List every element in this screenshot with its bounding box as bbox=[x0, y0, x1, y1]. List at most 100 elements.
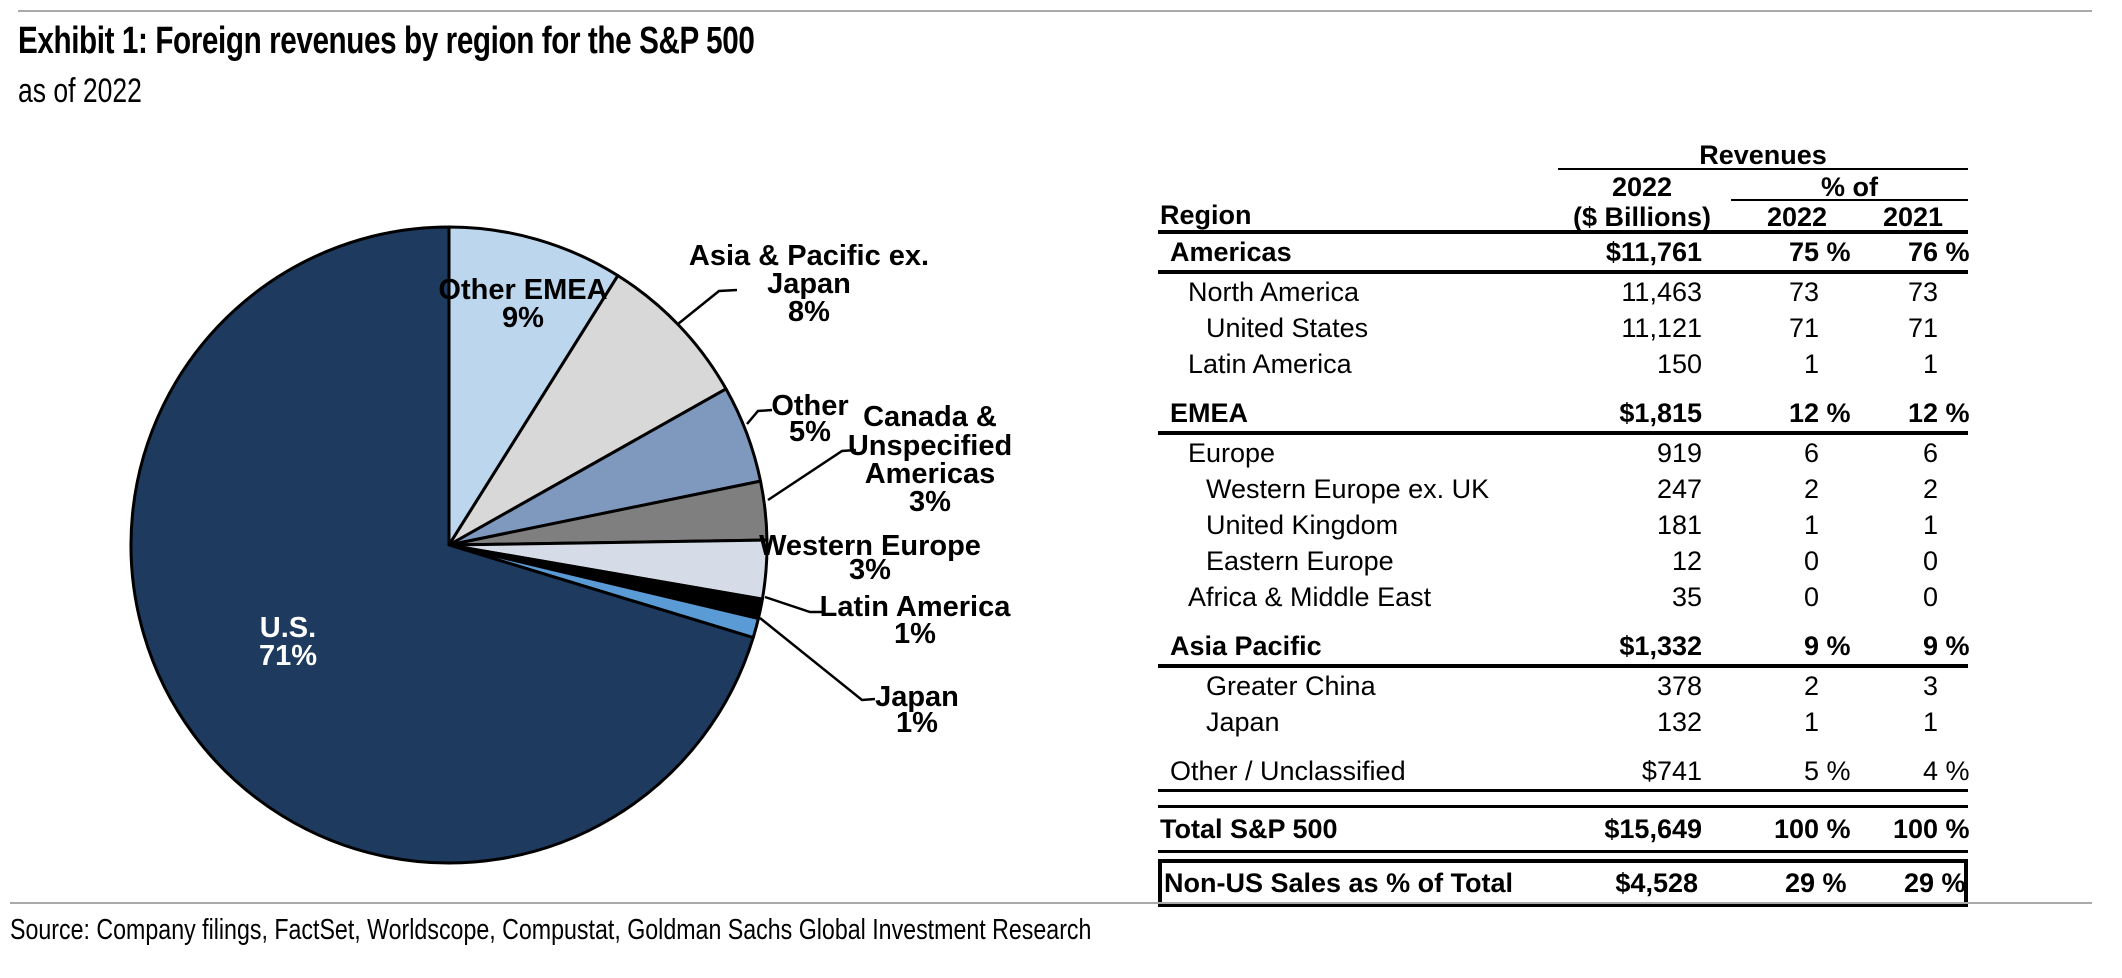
cell-billions: $1,815 bbox=[1619, 398, 1702, 428]
row-label: Western Europe ex. UK bbox=[1206, 474, 1490, 504]
pie-slice-label: 3% bbox=[909, 486, 951, 518]
cell-pct-2022: 1 bbox=[1803, 510, 1819, 540]
leader-line bbox=[759, 617, 876, 702]
table-row: Latin America 150 1 1 bbox=[1158, 346, 1968, 382]
header-revenues: Revenues bbox=[1558, 140, 1968, 170]
pie-slice-label: Canada & bbox=[863, 401, 997, 433]
table-gap bbox=[1158, 382, 1968, 395]
pie-slice-label: Other bbox=[771, 390, 848, 422]
cell-pct-2022: 2 bbox=[1803, 474, 1819, 504]
table-row: North America 11,463 73 73 bbox=[1158, 274, 1968, 310]
cell-pct-2021: 12 % bbox=[1907, 398, 1970, 428]
header-pct-of: % of bbox=[1731, 172, 1968, 202]
pie-slice-label: 1% bbox=[896, 707, 938, 739]
revenue-table: Revenues 2022 % of ($ Billions) 2022 202… bbox=[1158, 140, 1970, 907]
pie-slice-label: Other EMEA bbox=[438, 274, 607, 306]
row-label: Eastern Europe bbox=[1206, 546, 1394, 576]
cell-billions: 11,121 bbox=[1621, 313, 1702, 343]
header-pct-2022: 2022 bbox=[1766, 202, 1828, 232]
cell-billions: 247 bbox=[1656, 474, 1702, 504]
row-label: North America bbox=[1188, 277, 1360, 307]
leader-line bbox=[746, 408, 773, 425]
pie-slice-label: U.S. bbox=[260, 612, 316, 644]
cell-billions: 11,463 bbox=[1621, 277, 1702, 307]
cell-billions: 12 bbox=[1671, 546, 1702, 576]
pie-slice-label: Latin America bbox=[820, 591, 1012, 623]
cell-pct-2022: 1 bbox=[1803, 349, 1819, 379]
cell-pct-2021: 76 % bbox=[1907, 237, 1970, 267]
pie-slice-label: 3% bbox=[849, 554, 891, 586]
footer-divider bbox=[10, 902, 2092, 904]
cell-pct-2021: 71 bbox=[1907, 313, 1938, 343]
pie-slice-label: 8% bbox=[788, 296, 830, 328]
cell-billions: 150 bbox=[1656, 349, 1702, 379]
header-billions-unit: ($ Billions) bbox=[1572, 202, 1711, 232]
cell-billions: $15,649 bbox=[1604, 814, 1702, 844]
pie-slice-label: 71% bbox=[259, 640, 317, 672]
leader-line bbox=[677, 288, 738, 325]
cell-pct-2021: 1 bbox=[1922, 707, 1938, 737]
row-label: United Kingdom bbox=[1206, 510, 1399, 540]
cell-pct-2021: 0 bbox=[1922, 546, 1938, 576]
cell-pct-2021: 29 % bbox=[1903, 868, 1966, 898]
pie-slice-label: Americas bbox=[865, 458, 996, 490]
table-gap bbox=[1158, 740, 1968, 753]
pie-slice-label: Unspecified bbox=[848, 430, 1012, 462]
cell-pct-2021: 6 bbox=[1922, 438, 1938, 468]
table-row: Non-US Sales as % of Total $4,528 29 % 29 % bbox=[1158, 859, 1968, 907]
page-title: Exhibit 1: Foreign revenues by region fo… bbox=[18, 20, 755, 62]
cell-billions: $741 bbox=[1641, 756, 1702, 786]
source-line: Source: Company filings, FactSet, Worlds… bbox=[10, 914, 1092, 946]
pie-slice-label: Japan bbox=[875, 681, 959, 713]
table-row: Europe 919 6 6 bbox=[1158, 435, 1968, 471]
table-gap bbox=[1158, 615, 1968, 628]
row-label: Japan bbox=[1206, 707, 1280, 737]
pie-slice bbox=[447, 225, 620, 547]
header-pct-2021: 2021 bbox=[1882, 202, 1944, 232]
table-row: Americas $11,761 75 % 76 % bbox=[1158, 234, 1970, 274]
pie-slice-label: 5% bbox=[789, 416, 831, 448]
cell-pct-2021: 73 bbox=[1907, 277, 1938, 307]
cell-pct-2022: 2 bbox=[1803, 671, 1819, 701]
row-label: Total S&P 500 bbox=[1160, 814, 1338, 844]
row-label: Asia Pacific bbox=[1170, 631, 1322, 661]
row-label: Africa & Middle East bbox=[1188, 582, 1432, 612]
table-row: EMEA $1,815 12 % 12 % bbox=[1158, 395, 1970, 435]
cell-pct-2022: 71 bbox=[1788, 313, 1819, 343]
table-row: Asia Pacific $1,332 9 % 9 % bbox=[1158, 628, 1970, 668]
cell-pct-2022: 0 bbox=[1803, 546, 1819, 576]
pie-slice bbox=[447, 274, 728, 547]
table-row: Other / Unclassified $741 5 % 4 % bbox=[1158, 753, 1970, 792]
cell-pct-2021: 2 bbox=[1922, 474, 1938, 504]
leader-line bbox=[764, 595, 824, 614]
table-row: Africa & Middle East 35 0 0 bbox=[1158, 579, 1968, 615]
row-label: Americas bbox=[1170, 237, 1292, 267]
cell-pct-2021: 4 % bbox=[1922, 756, 1970, 786]
table-row: Total S&P 500 $15,649 100 % 100 % bbox=[1158, 805, 1970, 853]
header-region: Region bbox=[1160, 200, 1252, 230]
table-row: Greater China 378 2 3 bbox=[1158, 668, 1968, 704]
row-label: Other / Unclassified bbox=[1170, 756, 1406, 786]
cell-pct-2022: 0 bbox=[1803, 582, 1819, 612]
page-subtitle: as of 2022 bbox=[18, 72, 142, 110]
table-header: Revenues 2022 % of ($ Billions) 2022 202… bbox=[1158, 140, 1968, 234]
top-divider bbox=[18, 10, 2092, 12]
cell-pct-2021: 0 bbox=[1922, 582, 1938, 612]
table-row: United Kingdom 181 1 1 bbox=[1158, 507, 1968, 543]
row-label: Non-US Sales as % of Total bbox=[1164, 868, 1514, 898]
cell-billions: 378 bbox=[1656, 671, 1702, 701]
row-label: EMEA bbox=[1170, 398, 1249, 428]
cell-pct-2022: 1 bbox=[1803, 707, 1819, 737]
cell-billions: $1,332 bbox=[1619, 631, 1702, 661]
pie-slice-label: 1% bbox=[894, 618, 936, 650]
table-row: Japan 132 1 1 bbox=[1158, 704, 1968, 740]
cell-pct-2021: 100 % bbox=[1892, 814, 1970, 844]
pie-slice-label: 9% bbox=[502, 302, 544, 334]
pie-slice-label: Asia & Pacific ex. bbox=[689, 240, 929, 272]
row-label: Latin America bbox=[1188, 349, 1352, 379]
cell-billions: $4,528 bbox=[1615, 868, 1698, 898]
cell-billions: 181 bbox=[1656, 510, 1702, 540]
cell-billions: $11,761 bbox=[1605, 237, 1702, 267]
cell-billions: 132 bbox=[1656, 707, 1702, 737]
